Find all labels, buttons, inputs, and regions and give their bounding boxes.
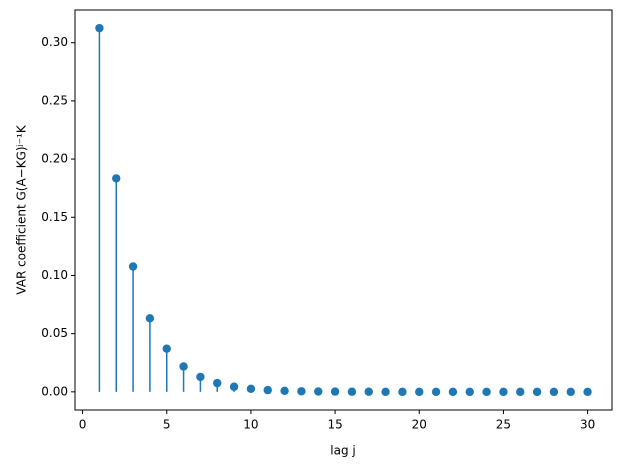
stem-marker: [213, 378, 222, 388]
stem-marker: [516, 387, 525, 397]
stem-marker: [229, 382, 239, 391]
stem-marker: [263, 385, 272, 395]
y-tick-label: 0.00: [41, 384, 68, 398]
x-tick-label: 10: [243, 418, 258, 432]
stem-marker: [364, 387, 373, 396]
stem-marker: [499, 387, 508, 397]
x-tick-label: 25: [496, 418, 511, 432]
stem-marker: [128, 262, 138, 271]
x-tick-label: 30: [580, 418, 595, 432]
stem-marker: [196, 372, 205, 382]
y-tick-label: 0.25: [41, 93, 68, 107]
stem-marker: [112, 174, 121, 183]
y-tick-label: 0.30: [41, 35, 68, 49]
stem-marker: [583, 387, 592, 397]
x-tick-label: 0: [79, 418, 87, 432]
stem-marker: [246, 384, 256, 394]
stem-marker: [431, 387, 441, 397]
x-tick-label: 15: [327, 418, 342, 432]
stem-marker: [566, 387, 575, 397]
stem-marker: [398, 387, 407, 397]
stem-marker: [95, 23, 104, 33]
stem-marker: [381, 387, 390, 397]
stem-marker: [280, 386, 289, 395]
stem-marker: [482, 387, 491, 397]
stem-marker: [448, 387, 458, 397]
stem-marker: [162, 344, 171, 353]
stem-marker: [179, 362, 188, 371]
stem-marker: [415, 387, 424, 397]
plot-frame: [74, 9, 613, 411]
stem-marker: [549, 387, 559, 397]
y-axis-label: VAR coefficient G(A−KG)ʲ⁻¹K: [15, 124, 29, 295]
x-tick-label: 20: [412, 418, 427, 432]
y-tick-label: 0.15: [41, 210, 68, 224]
stem-marker: [297, 387, 306, 396]
stem-marker: [145, 314, 155, 323]
y-tick-label: 0.05: [41, 326, 68, 340]
stem-marker: [330, 387, 340, 396]
x-tick-label: 5: [163, 418, 171, 432]
y-tick-label: 0.10: [41, 268, 68, 282]
stem-marker: [314, 387, 323, 396]
y-tick-label: 0.20: [41, 152, 68, 166]
stem-marker: [532, 387, 542, 397]
stem-marker: [465, 387, 474, 397]
x-axis-label: lag j: [330, 444, 355, 458]
stem-marker: [347, 387, 357, 396]
